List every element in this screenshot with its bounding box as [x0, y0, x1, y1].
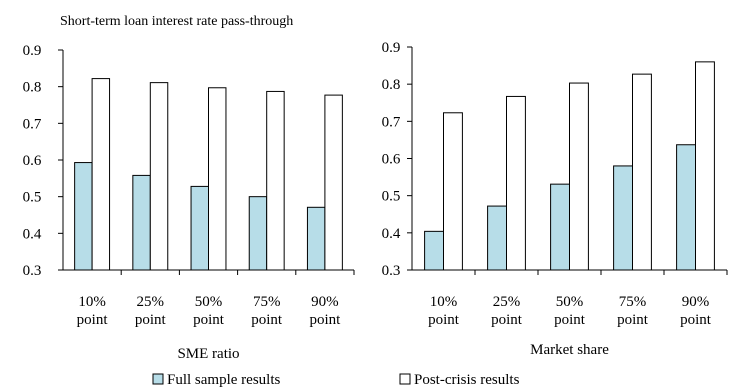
category-label: point — [77, 312, 109, 328]
category-label: point — [428, 312, 460, 328]
bar-post-crisis-3 — [208, 87, 227, 271]
category-label: point — [309, 312, 341, 328]
category-label: 25% — [137, 294, 165, 310]
bar-post-crisis-2 — [506, 95, 526, 271]
bar-full-sample-1 — [424, 230, 445, 271]
category-label: 90% — [682, 294, 710, 310]
bar-full-sample-2 — [132, 174, 151, 271]
y-tick-label: 0.5 — [382, 189, 401, 205]
bar-post-crisis-1 — [91, 78, 111, 271]
y-tick-label: 0.3 — [23, 263, 42, 279]
category-label: point — [554, 312, 586, 328]
y-tick-label: 0.8 — [382, 77, 401, 93]
y-tick-label: 0.4 — [23, 226, 42, 242]
bar-post-crisis-5 — [324, 94, 343, 271]
y-tick-label: 0.9 — [382, 40, 401, 56]
y-tick-label: 0.7 — [382, 114, 401, 130]
legend-swatch-full-sample — [152, 373, 164, 385]
chart-panel-2: 0.3 0.4 0.5 0.6 0.7 0.8 0.9 10% point 25% point 50%… — [382, 40, 728, 358]
y-tick-label: 0.8 — [23, 80, 42, 96]
category-label: point — [680, 312, 712, 328]
bar-post-crisis-4 — [632, 73, 652, 271]
bar-post-crisis-3 — [569, 82, 589, 271]
category-label: point — [251, 312, 283, 328]
legend-label-post-crisis: Post-crisis results — [414, 372, 520, 388]
bar-full-sample-3 — [550, 183, 570, 271]
bar-post-crisis-4 — [266, 90, 285, 271]
y-tick-label: 0.9 — [23, 43, 42, 59]
category-label: 10% — [78, 294, 106, 310]
bar-full-sample-5 — [306, 206, 326, 271]
bar-full-sample-1 — [74, 162, 93, 271]
category-label: point — [491, 312, 523, 328]
category-label: point — [193, 312, 225, 328]
y-tick-label: 0.3 — [382, 263, 401, 279]
figure-title: Short-term loan interest rate pass-throu… — [60, 14, 293, 29]
category-label: 75% — [253, 294, 281, 310]
bar-full-sample-4 — [613, 165, 633, 271]
bar-post-crisis-2 — [149, 82, 169, 271]
y-tick-label: 0.4 — [382, 226, 401, 242]
category-label: point — [617, 312, 649, 328]
legend-swatch-post-crisis — [399, 373, 411, 385]
y-tick-label: 0.5 — [23, 190, 42, 206]
legend: Full sample results Post-crisis results — [152, 372, 520, 388]
bar-full-sample-2 — [487, 205, 508, 271]
bar-full-sample-3 — [190, 185, 209, 271]
category-label: 75% — [619, 294, 647, 310]
y-tick-label: 0.6 — [382, 152, 401, 168]
category-label: point — [135, 312, 167, 328]
bar-full-sample-5 — [676, 144, 696, 271]
chart-panels: 0.3 0.4 0.5 0.6 0.7 0.8 0.9 10% point 25% point 50%… — [23, 40, 728, 362]
category-label: 10% — [430, 294, 458, 310]
category-label: 90% — [311, 294, 339, 310]
bar-full-sample-4 — [248, 196, 268, 271]
category-label: 25% — [493, 294, 521, 310]
bar-post-crisis-5 — [695, 61, 715, 271]
x-axis-label: SME ratio — [177, 346, 239, 362]
y-tick-label: 0.7 — [23, 116, 42, 132]
category-label: 50% — [556, 294, 584, 310]
bar-post-crisis-1 — [443, 112, 463, 271]
legend-label-full-sample: Full sample results — [167, 372, 280, 388]
chart-panel-1: 0.3 0.4 0.5 0.6 0.7 0.8 0.9 10% point 25% point 50%… — [23, 43, 355, 362]
y-tick-label: 0.6 — [23, 153, 42, 169]
category-label: 50% — [195, 294, 223, 310]
x-axis-label: Market share — [530, 342, 609, 358]
